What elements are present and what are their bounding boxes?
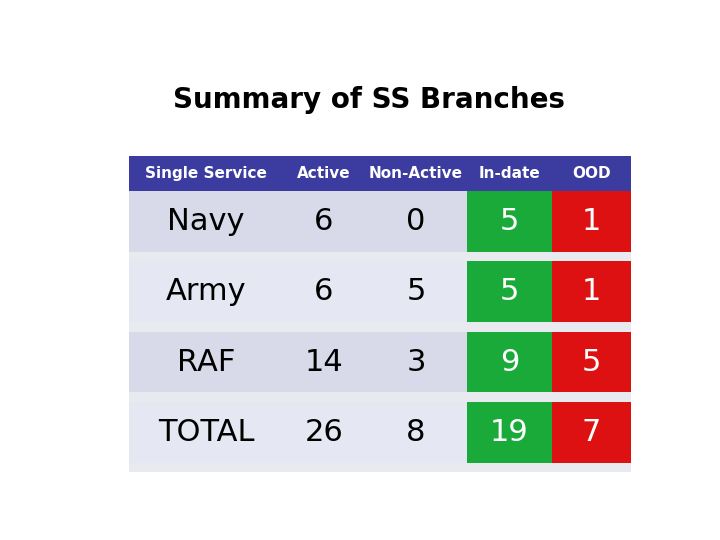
FancyBboxPatch shape [129,402,283,463]
Text: 0: 0 [406,207,426,236]
FancyBboxPatch shape [552,156,631,191]
FancyBboxPatch shape [552,261,631,322]
Text: 5: 5 [500,207,519,236]
Text: 6: 6 [314,207,333,236]
Text: Summary of SS Branches: Summary of SS Branches [173,85,565,113]
Text: In-date: In-date [479,166,541,181]
Text: Active: Active [297,166,351,181]
FancyBboxPatch shape [365,322,467,332]
FancyBboxPatch shape [467,463,552,472]
FancyBboxPatch shape [283,393,365,402]
FancyBboxPatch shape [365,393,467,402]
FancyBboxPatch shape [129,393,283,402]
Text: RAF: RAF [176,348,235,376]
FancyBboxPatch shape [283,402,365,463]
FancyBboxPatch shape [365,463,467,472]
FancyBboxPatch shape [552,332,631,393]
FancyBboxPatch shape [552,402,631,463]
FancyBboxPatch shape [365,156,467,191]
FancyBboxPatch shape [283,252,365,261]
FancyBboxPatch shape [467,332,552,393]
FancyBboxPatch shape [365,261,467,322]
FancyBboxPatch shape [467,156,552,191]
FancyBboxPatch shape [129,261,283,322]
Text: 5: 5 [582,348,601,376]
Text: 1: 1 [582,277,601,306]
FancyBboxPatch shape [467,322,552,332]
FancyBboxPatch shape [365,402,467,463]
FancyBboxPatch shape [283,191,365,252]
FancyBboxPatch shape [467,261,552,322]
Text: 6: 6 [314,277,333,306]
FancyBboxPatch shape [129,252,283,261]
FancyBboxPatch shape [552,252,631,261]
Text: Single Service: Single Service [145,166,267,181]
FancyBboxPatch shape [129,322,283,332]
Text: 7: 7 [582,418,601,447]
Text: 5: 5 [500,277,519,306]
FancyBboxPatch shape [283,332,365,393]
FancyBboxPatch shape [129,191,283,252]
FancyBboxPatch shape [467,191,552,252]
Text: TOTAL: TOTAL [158,418,254,447]
FancyBboxPatch shape [552,191,631,252]
FancyBboxPatch shape [552,463,631,472]
FancyBboxPatch shape [129,332,283,393]
FancyBboxPatch shape [467,252,552,261]
Text: 14: 14 [305,348,343,376]
FancyBboxPatch shape [552,393,631,402]
Text: 19: 19 [490,418,529,447]
FancyBboxPatch shape [283,261,365,322]
Text: 26: 26 [305,418,343,447]
Text: 5: 5 [406,277,426,306]
Text: 8: 8 [406,418,426,447]
Text: 3: 3 [406,348,426,376]
FancyBboxPatch shape [365,191,467,252]
Text: OOD: OOD [572,166,611,181]
FancyBboxPatch shape [283,322,365,332]
Text: 1: 1 [582,207,601,236]
FancyBboxPatch shape [129,156,283,191]
FancyBboxPatch shape [129,463,283,472]
FancyBboxPatch shape [365,332,467,393]
FancyBboxPatch shape [552,322,631,332]
FancyBboxPatch shape [467,402,552,463]
Text: 9: 9 [500,348,519,376]
Text: Navy: Navy [167,207,245,236]
FancyBboxPatch shape [283,156,365,191]
FancyBboxPatch shape [365,252,467,261]
FancyBboxPatch shape [283,463,365,472]
Text: Non-Active: Non-Active [369,166,463,181]
Text: Army: Army [166,277,246,306]
FancyBboxPatch shape [467,393,552,402]
